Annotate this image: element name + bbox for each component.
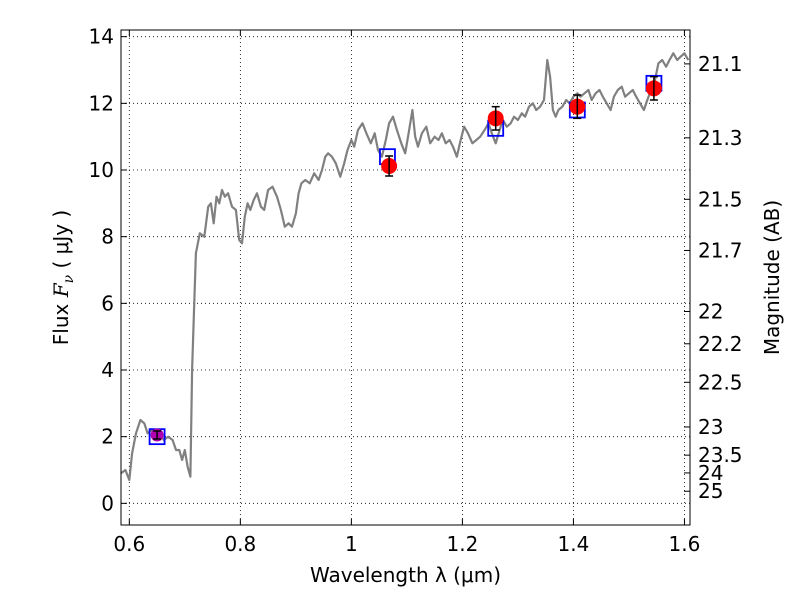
template-spectrum-line bbox=[120, 52, 690, 482]
x-tick-label: 1 bbox=[345, 532, 358, 556]
y-tick-label: 12 bbox=[89, 91, 114, 115]
y-tick-label: 4 bbox=[101, 358, 114, 382]
y2-axis-label: Magnitude (AB) bbox=[760, 200, 784, 355]
observed-photometry-layer bbox=[150, 75, 662, 442]
mag-tick-label: 22.2 bbox=[698, 332, 743, 356]
y-tick-label: 10 bbox=[89, 158, 114, 182]
mag-tick-label: 21.3 bbox=[698, 126, 743, 150]
x-tick-label: 0.6 bbox=[113, 532, 145, 556]
x-axis-label-text: Wavelength λ (μm) bbox=[310, 563, 501, 587]
y-tick-label: 14 bbox=[89, 25, 114, 49]
x-tick-label: 0.8 bbox=[224, 532, 256, 556]
axis-ticks: 0.6 0.8 1 1.2 1.4 1.60246810121421.121.321.52… bbox=[89, 25, 743, 556]
plot-background bbox=[121, 30, 690, 525]
y-tick-label: 6 bbox=[101, 291, 114, 315]
y-tick-label: 2 bbox=[101, 425, 114, 449]
mag-tick-label: 21.1 bbox=[698, 52, 743, 76]
mag-tick-label: 22.5 bbox=[698, 370, 743, 394]
x-axis-label: Wavelength λ (μm) bbox=[310, 563, 501, 587]
template-spectrum-layer bbox=[120, 52, 690, 482]
mag-tick-label: 22 bbox=[698, 300, 723, 324]
mag-tick-label: 23.5 bbox=[698, 443, 743, 467]
x-tick-label: 1.6 bbox=[669, 532, 701, 556]
y-tick-label: 0 bbox=[101, 491, 114, 515]
mag-tick-label: 23 bbox=[698, 415, 723, 439]
y-tick-label: 8 bbox=[101, 225, 114, 249]
x-tick-label: 1.4 bbox=[558, 532, 590, 556]
mag-tick-label: 24 bbox=[698, 461, 723, 485]
mag-tick-label: 21.5 bbox=[698, 187, 743, 211]
grid-lines bbox=[121, 30, 690, 525]
x-tick-label: 1.2 bbox=[446, 532, 478, 556]
y-axis-label: Flux Fν ( μJy ) bbox=[49, 210, 77, 345]
mag-tick-label: 25 bbox=[698, 479, 723, 503]
mag-tick-label: 21.7 bbox=[698, 238, 743, 262]
plot-frame bbox=[120, 29, 691, 526]
